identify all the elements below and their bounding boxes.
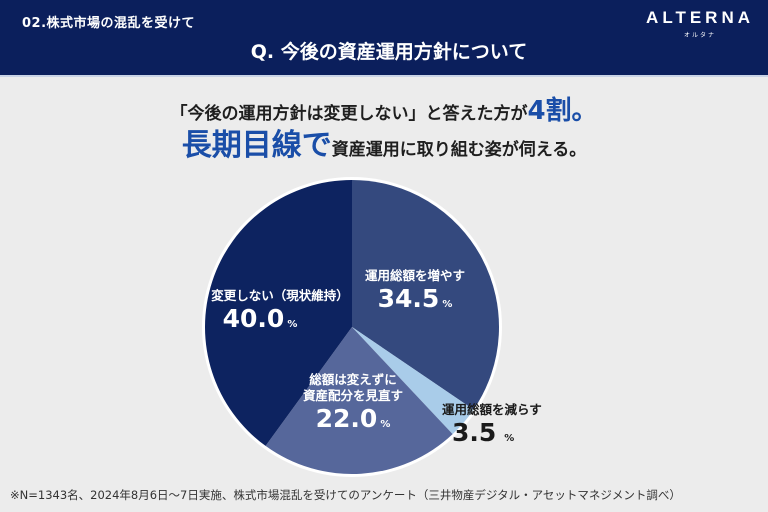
slice-label-no-change: 変更しない（現状維持） 40.0% [205, 288, 355, 334]
slice-label-no-change-name: 変更しない（現状維持） [211, 288, 349, 303]
headline-line2-text: 資産運用に取り組む姿が伺える。 [331, 140, 587, 160]
headline: 「今後の運用方針は変更しない」と答えた方が4割。 長期目線で資産運用に取り組む姿… [0, 94, 768, 167]
headline-line1-accent: 4割。 [527, 96, 598, 126]
headline-line2: 長期目線で資産運用に取り組む姿が伺える。 [0, 129, 768, 167]
slice-label-decrease-name: 運用総額を減らす [442, 402, 542, 417]
alterna-logo: ALTERNA オルタナ [646, 8, 754, 39]
slice-increase [352, 180, 499, 410]
headline-line2-accent: 長期目線で [181, 128, 332, 163]
slice-decrease [352, 327, 474, 435]
question-title: Q. 今後の資産運用方針について [250, 41, 528, 63]
headline-line1: 「今後の運用方針は変更しない」と答えた方が4割。 [0, 94, 768, 131]
slice-label-rebalance: 総額は変えずに 資産配分を見直す 22.0% [298, 372, 408, 434]
percent-sign: % [287, 319, 298, 330]
slice-label-increase: 運用総額を増やす 34.5% [355, 268, 475, 314]
percent-sign: % [380, 419, 391, 430]
slice-no-change [204, 180, 352, 446]
logo-sub-text: オルタナ [684, 32, 717, 39]
slice-label-increase-value: 34.5 [377, 284, 440, 313]
slice-label-no-change-value: 40.0 [222, 304, 285, 333]
slice-label-rebalance-name-line1: 総額は変えずに [309, 372, 397, 387]
slice-label-increase-name: 運用総額を増やす [364, 268, 465, 283]
section-label: 02.株式市場の混乱を受けて [22, 16, 196, 31]
slice-label-decrease: 運用総額を減らす 3.5% [442, 402, 562, 448]
footnote: ※N=1343名、2024年8月6日〜7日実施、株式市場混乱を受けてのアンケート… [10, 488, 681, 502]
slice-label-rebalance-value: 22.0 [315, 404, 378, 433]
slice-label-decrease-value: 3.5 [452, 418, 497, 447]
logo-main-text: ALTERNA [646, 8, 754, 27]
percent-sign: % [504, 433, 515, 444]
slice-label-rebalance-name-line2: 資産配分を見直す [302, 388, 403, 403]
header-banner: 02.株式市場の混乱を受けて Q. 今後の資産運用方針について ALTERNA … [0, 0, 768, 77]
percent-sign: % [442, 299, 453, 310]
slice-rebalance [265, 327, 453, 474]
headline-line1-text: 「今後の運用方針は変更しない」と答えた方が [170, 104, 528, 124]
